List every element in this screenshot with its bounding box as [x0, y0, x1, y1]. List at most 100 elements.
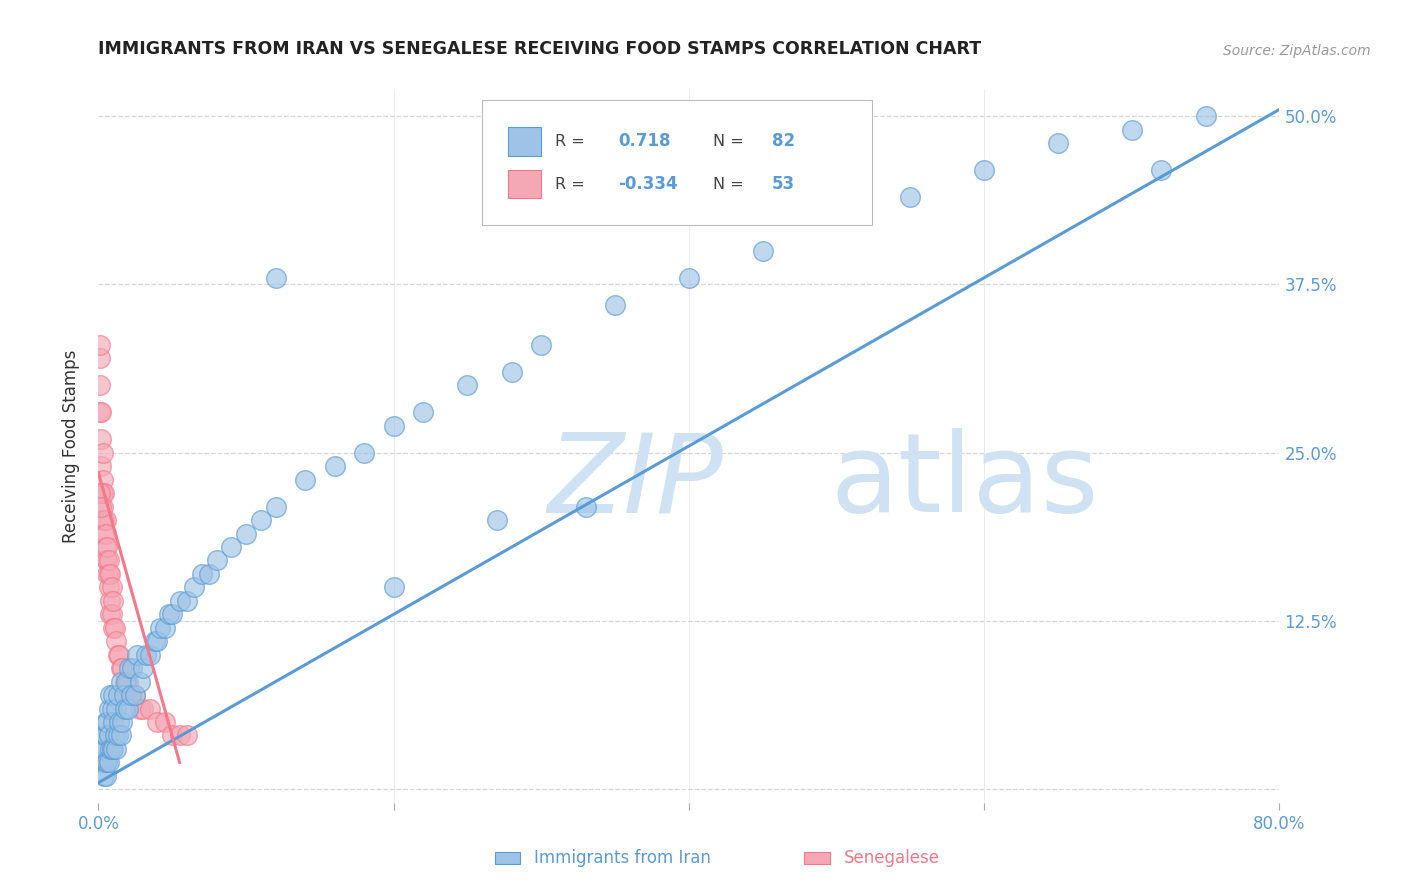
Point — [153, 621, 176, 635]
Point — [90, 459, 112, 474]
Point — [120, 688, 142, 702]
Point — [94, 769, 117, 783]
Point — [93, 513, 115, 527]
Point — [91, 473, 114, 487]
Point — [146, 634, 169, 648]
Point — [323, 459, 346, 474]
Point — [93, 486, 115, 500]
Text: 0.718: 0.718 — [619, 132, 671, 150]
Point — [90, 486, 112, 500]
Point — [176, 594, 198, 608]
Point — [110, 729, 132, 743]
Point — [900, 190, 922, 204]
Point — [91, 486, 114, 500]
Text: atlas: atlas — [831, 428, 1099, 535]
Point — [103, 688, 125, 702]
FancyBboxPatch shape — [482, 100, 872, 225]
Point — [98, 688, 121, 702]
Point — [94, 513, 117, 527]
Point — [107, 648, 129, 662]
Point — [103, 742, 125, 756]
Point — [605, 298, 627, 312]
Text: Source: ZipAtlas.com: Source: ZipAtlas.com — [1223, 44, 1371, 58]
Point — [89, 338, 111, 352]
Point — [121, 661, 143, 675]
Text: N =: N = — [713, 177, 744, 192]
Point — [97, 701, 120, 715]
Point — [128, 674, 150, 689]
Point — [98, 607, 121, 622]
Point — [97, 580, 120, 594]
Point — [118, 661, 141, 675]
Point — [94, 553, 117, 567]
Point — [104, 729, 127, 743]
Point — [124, 688, 146, 702]
Point — [100, 701, 122, 715]
Point — [124, 688, 146, 702]
Y-axis label: Receiving Food Stamps: Receiving Food Stamps — [62, 350, 80, 542]
Point — [103, 714, 125, 729]
Point — [93, 769, 115, 783]
Point — [382, 580, 405, 594]
Point — [105, 701, 128, 715]
Point — [825, 203, 848, 218]
Point — [143, 634, 166, 648]
Point — [157, 607, 180, 622]
Point — [250, 513, 273, 527]
Text: -0.334: -0.334 — [619, 175, 678, 193]
Point — [264, 270, 287, 285]
Point — [114, 674, 136, 689]
Point — [1195, 109, 1218, 123]
Point — [93, 742, 115, 756]
Point — [198, 566, 221, 581]
Point — [98, 742, 121, 756]
Point — [91, 742, 114, 756]
Point — [90, 405, 112, 419]
Point — [973, 163, 995, 178]
Point — [125, 648, 148, 662]
Point — [110, 674, 132, 689]
Point — [90, 500, 112, 514]
Text: ZIP: ZIP — [547, 428, 723, 535]
Point — [294, 473, 316, 487]
Point — [93, 729, 115, 743]
Point — [115, 674, 138, 689]
Point — [574, 500, 596, 514]
Point — [91, 446, 114, 460]
Point — [91, 513, 114, 527]
Point — [1150, 163, 1173, 178]
Point — [382, 418, 405, 433]
Point — [89, 405, 111, 419]
Point — [149, 621, 172, 635]
Point — [100, 580, 122, 594]
Point — [219, 540, 242, 554]
Point — [104, 621, 127, 635]
Point — [98, 566, 121, 581]
Point — [94, 526, 117, 541]
Point — [90, 432, 112, 446]
Text: 53: 53 — [772, 175, 794, 193]
Point — [183, 580, 205, 594]
Point — [139, 648, 162, 662]
Point — [100, 607, 122, 622]
Point — [89, 351, 111, 366]
Point — [93, 526, 115, 541]
Point — [100, 742, 122, 756]
Point — [111, 661, 134, 675]
Point — [91, 756, 114, 770]
Point — [353, 446, 375, 460]
Text: R =: R = — [555, 134, 585, 149]
Point — [162, 729, 183, 743]
Point — [107, 688, 129, 702]
Point — [162, 607, 183, 622]
Point — [103, 621, 125, 635]
Point — [169, 594, 191, 608]
Point — [94, 756, 117, 770]
Point — [96, 553, 118, 567]
Text: IMMIGRANTS FROM IRAN VS SENEGALESE RECEIVING FOOD STAMPS CORRELATION CHART: IMMIGRANTS FROM IRAN VS SENEGALESE RECEI… — [98, 40, 981, 58]
Point — [120, 688, 142, 702]
Point — [530, 338, 553, 352]
Point — [139, 701, 162, 715]
Point — [96, 756, 118, 770]
Point — [176, 729, 198, 743]
